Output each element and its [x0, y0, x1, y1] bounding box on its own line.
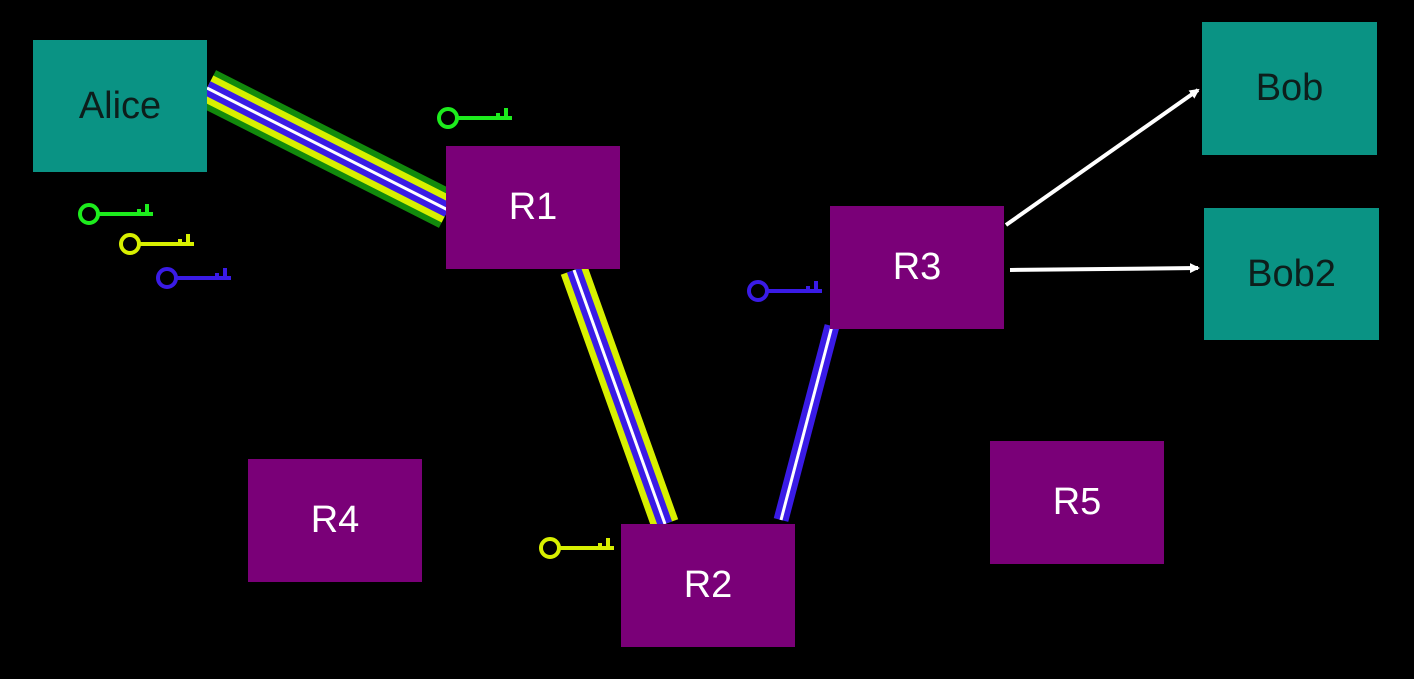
node-r3: R3 [830, 206, 1004, 329]
node-label: R3 [892, 246, 942, 288]
node-r1: R1 [446, 146, 620, 269]
node-label: R4 [310, 499, 360, 541]
payload-line [206, 86, 449, 212]
key-icon [747, 280, 822, 302]
key-icon [119, 233, 194, 255]
key-icon [78, 203, 153, 225]
node-alice: Alice [33, 40, 207, 172]
payload-line [572, 269, 667, 525]
link-r2-r3 [773, 324, 840, 522]
payload-line [779, 325, 834, 521]
node-label: R1 [508, 186, 558, 228]
node-bob: Bob [1202, 22, 1377, 155]
arrow-r3-bob [1004, 88, 1200, 227]
key-icon [539, 537, 614, 559]
node-r2: R2 [621, 524, 795, 647]
link-r1-r2 [560, 265, 679, 529]
arrow-r3-bob2 [1009, 263, 1200, 274]
key-icon [156, 267, 231, 289]
key-icon [437, 107, 512, 129]
node-label: Bob2 [1247, 252, 1336, 295]
node-bob2: Bob2 [1204, 208, 1379, 340]
link-alice-r1 [197, 70, 458, 228]
node-r4: R4 [248, 459, 422, 582]
node-r5: R5 [990, 441, 1164, 564]
node-label: R2 [683, 564, 733, 606]
node-label: Bob [1255, 67, 1324, 109]
node-label: Alice [78, 84, 162, 127]
node-label: R5 [1052, 481, 1102, 523]
